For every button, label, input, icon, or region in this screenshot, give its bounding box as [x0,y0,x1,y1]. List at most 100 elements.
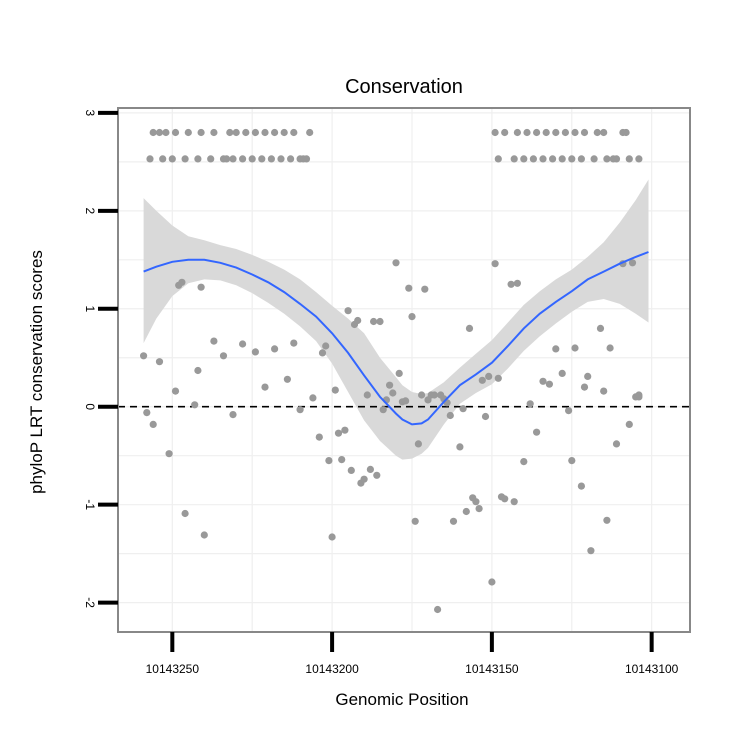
data-point [210,128,218,137]
data-point [347,466,355,474]
data-point [494,155,502,163]
data-point [539,155,547,163]
data-point [635,391,643,399]
data-point [590,155,598,163]
data-point [376,317,384,326]
data-point [628,259,637,267]
data-point [513,279,522,287]
data-point [354,316,362,325]
data-point [577,155,586,163]
data-point [242,128,250,137]
data-point [389,389,397,397]
data-point [580,128,589,137]
data-point [149,420,157,428]
data-point [162,128,170,137]
data-point [370,317,378,326]
data-point [277,155,285,163]
data-point [478,376,486,384]
data-point [481,412,490,421]
data-point [395,369,403,377]
data-point [485,372,493,380]
data-point [507,280,515,288]
gridlines [118,108,690,632]
data-point [411,517,419,525]
data-point [545,380,554,388]
data-point [261,128,269,137]
data-point [552,345,560,353]
y-tick-label: -1 [83,499,97,510]
y-axis-label: phyloP LRT conservation scores [27,250,46,494]
data-point [194,366,202,375]
y-tick-label: 3 [83,110,97,117]
data-point [360,475,368,483]
x-axis: 10143250 10143200 10143150 10143100 [146,632,679,676]
x-axis-label: Genomic Position [335,690,468,709]
data-point [625,155,633,163]
data-point [565,407,573,415]
data-point [539,377,547,385]
data-point [523,128,531,137]
data-point [434,605,442,614]
data-point [603,516,611,524]
data-point [181,509,189,518]
data-point [459,405,467,413]
data-point [159,155,167,163]
data-point [580,383,589,391]
data-point [315,433,323,441]
data-point [271,128,279,137]
data-point [290,128,298,137]
data-point [421,285,429,293]
data-point [529,155,538,163]
y-tick-label: 0 [83,403,97,410]
y-tick-label: 1 [83,305,97,312]
data-point [283,375,291,383]
data-point [456,443,464,451]
data-point [462,507,470,516]
data-point [143,409,151,417]
data-point [223,155,231,163]
data-point [373,471,381,479]
plot-frame [117,107,691,633]
data-point [184,128,192,137]
y-tick-label: -2 [83,597,97,608]
confidence-ribbon [143,179,649,460]
data-point [149,128,157,137]
data-point [635,155,643,163]
data-point [200,531,208,539]
data-point [239,340,247,348]
data-point [344,307,352,315]
data-point [568,457,576,465]
data-point [488,578,496,586]
data-point [229,411,237,419]
data-point [558,155,566,163]
data-point [197,283,205,291]
data-point [596,324,605,332]
data-point [392,259,400,267]
data-point [408,313,416,321]
data-point [593,128,601,137]
data-point [140,352,148,360]
data-point [603,155,611,163]
data-point [248,155,256,163]
data-point [306,128,314,137]
data-point [296,406,304,414]
data-point [491,128,499,137]
data-point [181,155,189,163]
data-point [155,128,164,137]
data-point [430,391,438,399]
data-point [510,498,518,506]
data-point [520,155,528,163]
data-point [178,278,186,286]
data-point [280,128,288,137]
data-point [194,155,202,163]
data-point [325,457,333,465]
data-point [558,369,566,377]
data-point [239,155,247,163]
data-point [472,498,480,506]
smooth-fit-line [143,251,649,426]
data-point [219,352,228,360]
data-point [210,337,218,345]
data-point [612,440,621,448]
data-point [465,324,474,332]
